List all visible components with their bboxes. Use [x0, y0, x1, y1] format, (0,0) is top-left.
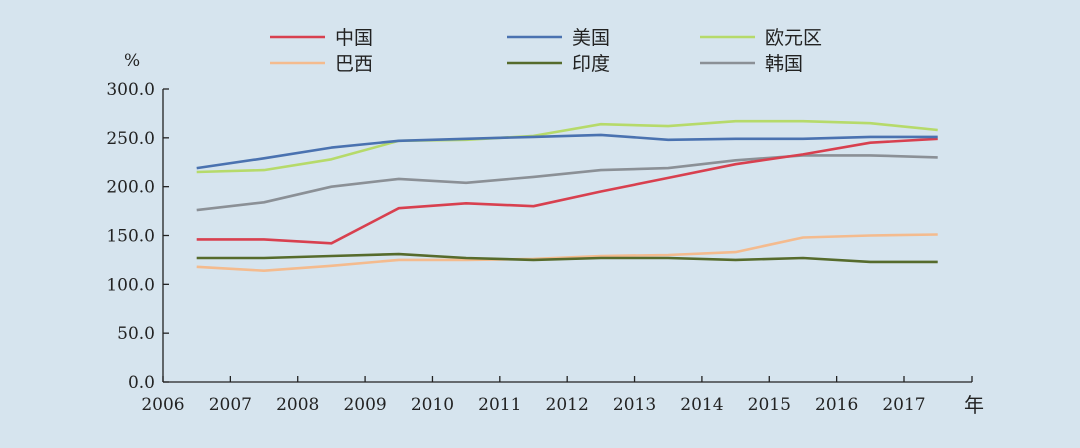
- x-tick-label: 2013: [613, 395, 656, 415]
- x-tick-label: 2008: [276, 395, 319, 415]
- x-tick-label: 2007: [209, 395, 252, 415]
- x-tick-label: 2016: [815, 395, 858, 415]
- x-tick-label: 2014: [680, 395, 723, 415]
- x-tick-label: 2017: [882, 395, 925, 415]
- series-line-0: [196, 137, 938, 245]
- x-tick-label: 2011: [478, 395, 521, 415]
- series-line-1: [196, 133, 938, 170]
- legend-label: 韩国: [765, 53, 803, 75]
- series-line-2: [196, 119, 938, 174]
- legend-label: 美国: [572, 27, 610, 49]
- series-line-5: [196, 154, 938, 212]
- series-lines: [196, 119, 938, 273]
- x-tick-label: 2009: [343, 395, 386, 415]
- y-axis-label: %: [124, 51, 140, 71]
- series-line-4: [196, 252, 938, 264]
- x-tick-label: 2012: [546, 395, 589, 415]
- y-tick-label: 200.0: [106, 178, 155, 198]
- x-tick-label: 2010: [411, 395, 454, 415]
- x-tick-label: 2006: [141, 395, 184, 415]
- y-tick-label: 250.0: [106, 129, 155, 149]
- legend-label: 印度: [572, 53, 610, 75]
- series-line-3: [196, 233, 938, 273]
- y-tick-label: 150.0: [106, 227, 155, 247]
- y-tick-label: 300.0: [106, 80, 155, 100]
- y-tick-label: 50.0: [117, 324, 155, 344]
- legend-label: 中国: [335, 27, 373, 49]
- legend-label: 巴西: [335, 53, 373, 75]
- y-tick-label: 0.0: [128, 373, 155, 393]
- x-axis-unit: 年: [964, 393, 984, 417]
- y-tick-label: 100.0: [106, 275, 155, 295]
- axes: 0.0 50.0 100.0 150.0 200.0 250.0 300.0 2006 2007…: [106, 80, 973, 415]
- legend-label: 欧元区: [765, 27, 822, 49]
- x-tick-label: 2015: [748, 395, 791, 415]
